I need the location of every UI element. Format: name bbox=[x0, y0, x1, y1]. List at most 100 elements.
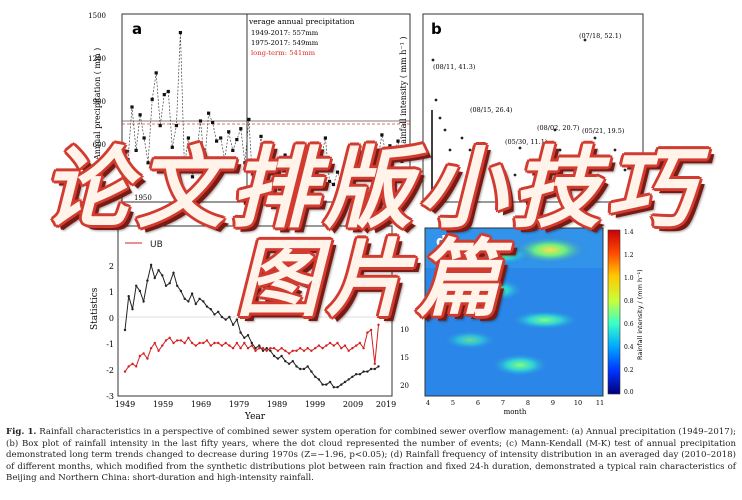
annot-b-4: (05/21, 19.5) bbox=[582, 127, 625, 135]
series-c-uf-point bbox=[355, 373, 358, 376]
series-c-ub-point bbox=[355, 344, 358, 347]
series-a-point bbox=[146, 161, 150, 165]
cbar-tick-4: 0.6 bbox=[624, 321, 634, 328]
series-a-point bbox=[186, 136, 190, 140]
caption-text: Rainfall characteristics in a perspectiv… bbox=[6, 427, 736, 484]
heat-spot-4 bbox=[509, 310, 581, 330]
series-c-ub-point bbox=[183, 341, 186, 345]
series-a-point bbox=[364, 147, 368, 151]
ytick-c-1: 1 bbox=[109, 288, 114, 297]
series-c-uf-point bbox=[172, 271, 175, 274]
series-a-point bbox=[271, 164, 275, 168]
series-c-uf-point bbox=[228, 315, 231, 319]
series-c-uf-point bbox=[149, 263, 153, 267]
series-c-uf-point bbox=[287, 362, 291, 365]
series-c-uf-point bbox=[314, 375, 317, 378]
series-c-uf-point bbox=[369, 367, 373, 371]
series-c-uf-point bbox=[176, 284, 179, 287]
series-c-uf-point bbox=[231, 323, 235, 326]
dot-b bbox=[593, 136, 597, 140]
series-a-point bbox=[279, 164, 283, 168]
xtick-d-5: 5 bbox=[451, 399, 455, 407]
series-c-ub-point bbox=[332, 344, 335, 347]
series-a-point bbox=[219, 136, 223, 140]
series-a-point bbox=[388, 144, 392, 148]
series-c-ub-point bbox=[149, 347, 153, 350]
cbar-tick-1: 1.2 bbox=[624, 252, 634, 259]
xtick-c-1969: 1969 bbox=[191, 400, 211, 409]
series-a-point bbox=[303, 164, 307, 168]
series-c-ub-point bbox=[231, 347, 235, 350]
series-c-ub-point bbox=[172, 341, 175, 345]
series-a-point bbox=[198, 119, 203, 123]
series-c-uf-point bbox=[183, 297, 186, 300]
series-a-point bbox=[287, 173, 291, 177]
dot-b bbox=[573, 163, 577, 167]
series-a-point bbox=[263, 178, 267, 182]
series-c-uf-point bbox=[235, 318, 239, 321]
series-a-point bbox=[340, 182, 344, 187]
series-a-point bbox=[158, 124, 162, 128]
dot-b bbox=[431, 58, 435, 62]
series-c-uf-point bbox=[336, 386, 339, 389]
dot-b bbox=[558, 148, 562, 152]
legend-a-line1: 1949-2017: 557mm bbox=[251, 29, 319, 37]
series-a-point bbox=[299, 173, 303, 177]
xtick-d-4: 4 bbox=[426, 399, 430, 407]
series-c-uf-point bbox=[135, 284, 138, 287]
series-a-point bbox=[178, 31, 182, 35]
series-a-point bbox=[323, 136, 327, 140]
series-c-uf-point bbox=[258, 344, 261, 347]
series-c-uf-point bbox=[202, 300, 205, 303]
series-a-point bbox=[384, 151, 388, 156]
xtick-d-11: 11 bbox=[596, 399, 604, 407]
panel-c: UB Statistics Year 2 1 0 -1 -2 -3 1949 1… bbox=[90, 225, 396, 422]
series-c bbox=[118, 263, 392, 389]
series-c-ub-point bbox=[325, 344, 328, 347]
series-c-uf-point bbox=[213, 313, 216, 316]
series-c-ub-point bbox=[328, 341, 332, 345]
series-c-uf-point bbox=[138, 289, 142, 293]
series-c-uf-point bbox=[362, 370, 365, 373]
series-a-point bbox=[251, 186, 255, 190]
series-a-point bbox=[227, 130, 231, 134]
xtick-d-8: 8 bbox=[526, 399, 530, 407]
dot-b bbox=[528, 168, 532, 172]
ytick-c-neg3: -3 bbox=[106, 392, 114, 401]
panel-d-label: d bbox=[436, 234, 446, 250]
series-c-ub-point bbox=[198, 341, 201, 345]
series-c-uf-point bbox=[291, 360, 294, 363]
cbar-tick-3: 0.8 bbox=[624, 298, 634, 305]
panel-a-label: a bbox=[132, 20, 142, 38]
series-a-point bbox=[275, 170, 279, 174]
series-a-point bbox=[372, 161, 376, 165]
series-c-uf-point bbox=[246, 334, 250, 337]
series-c-uf-point bbox=[243, 336, 246, 339]
series-c-uf-point bbox=[179, 289, 183, 293]
cbar-tick-6: 0.2 bbox=[624, 367, 634, 374]
series-a-point bbox=[344, 167, 348, 171]
series-c-uf-point bbox=[328, 380, 332, 384]
series-a-point bbox=[243, 161, 247, 165]
series-c-ub-point bbox=[217, 341, 220, 345]
series-c-ub-point bbox=[276, 349, 280, 352]
xtick-d-10: 10 bbox=[574, 399, 582, 407]
series-c-uf-point bbox=[224, 318, 227, 321]
series-c-uf-point bbox=[123, 328, 127, 332]
series-c-uf-point bbox=[187, 300, 190, 303]
series-c-ub-point bbox=[302, 349, 306, 352]
series-c-ub-point bbox=[220, 344, 224, 347]
series-c-ub-point bbox=[209, 344, 212, 347]
caption-fig-label: Fig. 1. bbox=[6, 427, 37, 437]
series-c-uf-point bbox=[217, 310, 220, 313]
series-a-point bbox=[215, 139, 219, 143]
series-a-point bbox=[380, 133, 384, 137]
series-a-point bbox=[138, 113, 142, 117]
ytick-c-neg1: -1 bbox=[106, 340, 114, 349]
series-a-point bbox=[311, 164, 315, 168]
series-c-ub-point bbox=[190, 341, 194, 345]
legend-a-line2: 1975-2017: 549mm bbox=[251, 39, 319, 47]
legend-a-title: verage annual precipitation bbox=[248, 17, 355, 26]
series-c-ub-point bbox=[280, 347, 283, 350]
dot-b bbox=[434, 98, 438, 102]
